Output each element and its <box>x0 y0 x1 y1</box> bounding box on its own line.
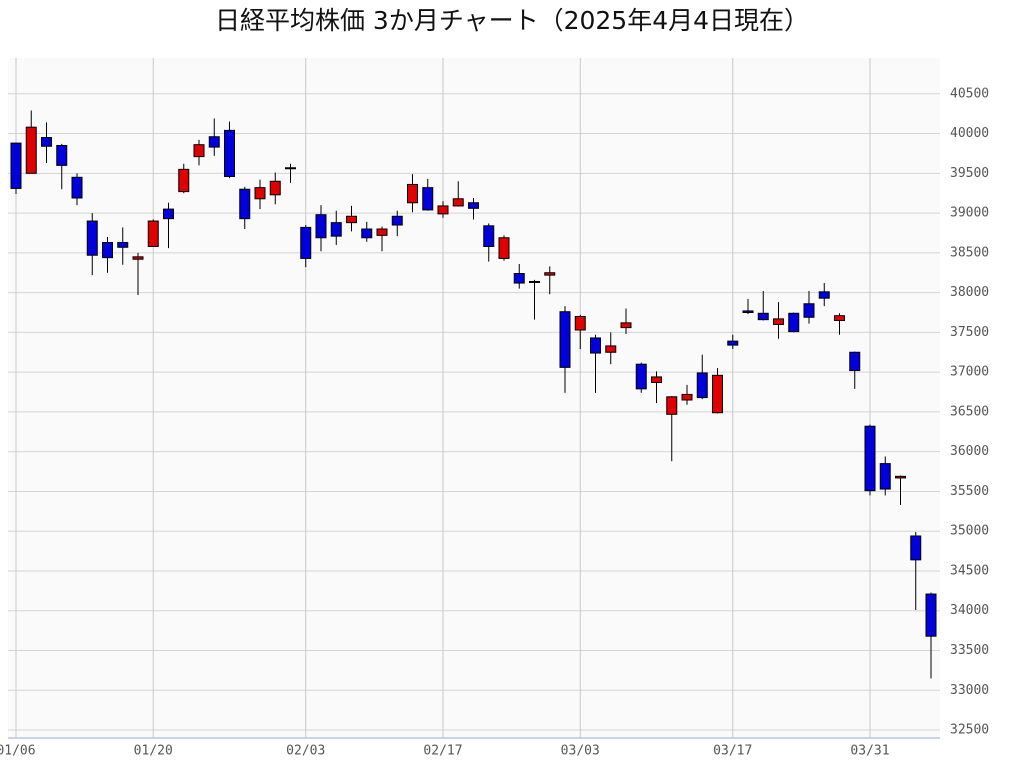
y-tick-label: 40000 <box>950 126 989 141</box>
candle-body <box>10 142 22 189</box>
candle-body <box>590 337 601 354</box>
candle-body <box>879 463 891 490</box>
y-tick-label: 34500 <box>950 563 989 578</box>
candle-body <box>86 220 98 256</box>
candle-body <box>422 187 434 211</box>
candle-body <box>513 273 525 284</box>
candle-body <box>330 222 342 237</box>
candle-body <box>666 396 678 415</box>
y-tick-label: 36000 <box>950 444 989 459</box>
y-tick-label: 36500 <box>950 404 989 419</box>
candle-body <box>895 475 906 479</box>
candle-body <box>452 198 464 207</box>
y-tick-label: 35000 <box>950 524 989 539</box>
candle-body <box>559 311 571 368</box>
candle-body <box>208 136 220 148</box>
x-tick-label: 01/20 <box>134 744 173 759</box>
candle-body <box>239 188 251 220</box>
candle-body <box>407 183 418 204</box>
candle-body <box>224 129 235 178</box>
candle-body <box>498 237 510 259</box>
candle-body <box>849 351 861 372</box>
candle-body <box>163 208 174 220</box>
candle-body <box>788 312 800 333</box>
y-tick-label: 33000 <box>950 683 989 698</box>
x-tick-label: 01/06 <box>0 744 36 759</box>
x-tick-label: 02/17 <box>423 744 462 759</box>
candle-body <box>285 167 296 170</box>
candle-body <box>41 137 52 147</box>
candle-body <box>391 215 403 226</box>
candle-body <box>117 242 129 248</box>
y-tick-label: 40500 <box>950 86 989 101</box>
candle-body <box>651 376 662 383</box>
candle-body <box>712 374 723 414</box>
chart-title: 日経平均株価 3か月チャート（2025年4月4日現在） <box>215 6 809 35</box>
candle-body <box>696 372 708 399</box>
candle-body <box>483 225 495 247</box>
x-tick-label: 03/31 <box>850 744 889 759</box>
candle-body <box>468 202 479 209</box>
candle-body <box>605 345 617 353</box>
y-tick-label: 39000 <box>950 206 989 221</box>
candle-body <box>834 315 845 321</box>
candle-body <box>300 226 312 259</box>
y-tick-label: 32500 <box>950 723 989 738</box>
candle-body <box>620 322 632 329</box>
candle-body <box>529 280 540 283</box>
y-tick-label: 33500 <box>950 643 989 658</box>
candle-body <box>25 126 37 174</box>
candle-body <box>56 144 68 166</box>
candle-body <box>132 256 144 260</box>
y-tick-label: 38000 <box>950 285 989 300</box>
candle-body <box>864 425 876 492</box>
y-tick-label: 35500 <box>950 484 989 499</box>
candle-body <box>773 318 784 325</box>
y-tick-label: 37500 <box>950 325 989 340</box>
plot-area <box>8 58 940 738</box>
candle-body <box>742 310 754 314</box>
candle-body <box>102 242 113 259</box>
candle-body <box>376 228 388 236</box>
candle-body <box>544 272 556 276</box>
y-tick-label: 39500 <box>950 166 989 181</box>
x-tick-label: 03/17 <box>713 744 752 759</box>
candle-body <box>757 312 769 321</box>
x-tick-label: 03/03 <box>561 744 600 759</box>
candle-body <box>71 176 83 199</box>
candle-body <box>910 535 922 561</box>
candle-body <box>346 215 357 224</box>
candle-body <box>818 291 830 299</box>
candle-body <box>193 144 205 158</box>
y-tick-label: 38500 <box>950 245 989 260</box>
y-tick-label: 37000 <box>950 365 989 380</box>
x-tick-label: 02/03 <box>286 744 325 759</box>
y-tick-label: 34000 <box>950 603 989 618</box>
candle-body <box>635 363 647 390</box>
candle-body <box>437 205 449 215</box>
candle-body <box>315 214 327 239</box>
candle-body <box>269 180 281 196</box>
candle-body <box>574 315 586 331</box>
candle-body <box>361 228 373 239</box>
candle-body <box>254 187 266 200</box>
candle-body <box>147 220 159 247</box>
candle-body <box>681 393 693 401</box>
candle-body <box>178 168 190 193</box>
candle-body <box>727 340 739 346</box>
candle-body <box>925 593 937 637</box>
candle-body <box>803 303 815 318</box>
